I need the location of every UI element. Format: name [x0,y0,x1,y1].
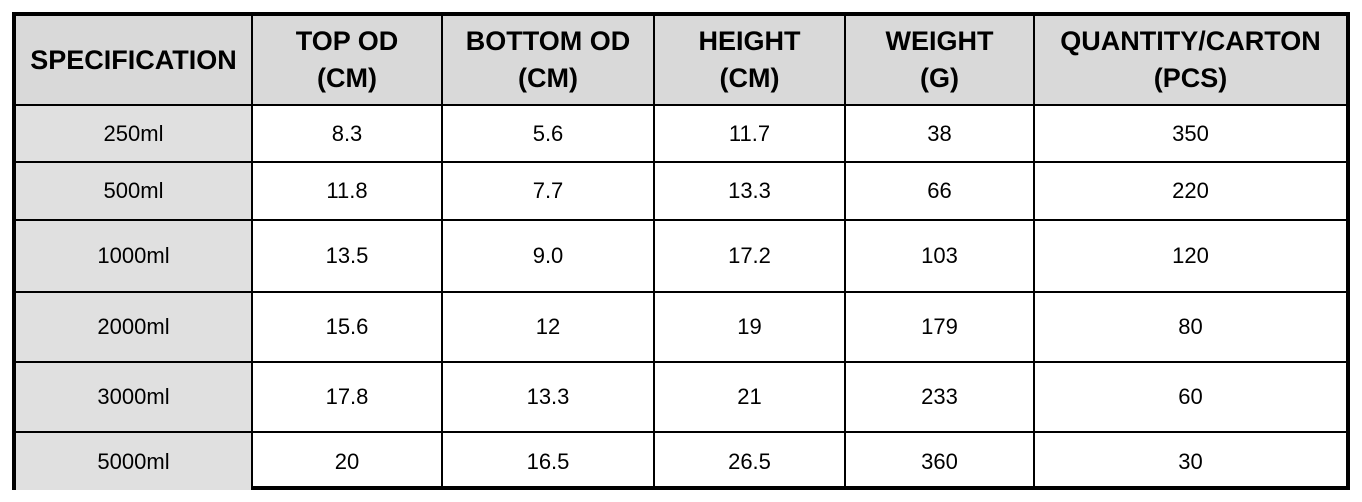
cell-text: 26.5 [728,448,771,474]
value-cell: 13.3 [653,161,846,221]
cell-text: 12 [535,314,561,339]
cell-text: 3000ml [97,384,170,409]
spec-cell: 3000ml [16,361,253,433]
cell-text: 66 [927,178,952,203]
cell-text: 1000ml [97,243,170,268]
cell-text: 103 [921,243,958,268]
cell-text: 120 [1172,243,1209,268]
value-cell: 60 [1033,361,1346,433]
header-text: (CM) [518,63,578,93]
cell-text: 9.0 [532,243,564,268]
value-cell: 360 [844,431,1035,490]
value-cell: 13.5 [251,219,443,293]
header-text: (G) [920,63,959,93]
data-row: 250ml 8.3 5.6 11.7 38 350 [16,104,1346,163]
header-cell: WEIGHT (G) [844,16,1035,106]
header-cell: TOP OD (CM) [251,16,443,106]
value-cell: 80 [1033,291,1346,363]
header-cell: QUANTITY/CARTON (PCS) [1033,16,1346,106]
cell-text: 350 [1172,120,1209,146]
cell-text: 16.5 [526,448,570,474]
data-row: 5000ml 20 16.5 26.5 360 30 [16,431,1346,490]
header-text: BOTTOM OD [465,26,631,56]
value-cell: 11.7 [653,104,846,163]
spec-table: SPECIFICATION TOP OD (CM) BOTTOM OD (CM) HEIG… [16,16,1346,490]
cell-text: 15.6 [325,314,369,339]
header-text: SPECIFICATION [30,44,237,75]
header-text: (CM) [719,63,780,93]
header-cell: HEIGHT (CM) [653,16,846,106]
value-cell: 220 [1033,161,1346,221]
value-cell: 12 [441,291,655,363]
header-row: SPECIFICATION TOP OD (CM) BOTTOM OD (CM) HEIG… [16,16,1346,106]
spec-cell: 2000ml [16,291,253,363]
cell-text: 38 [927,120,952,146]
value-cell: 66 [844,161,1035,221]
spec-cell: 5000ml [16,431,253,490]
value-cell: 11.8 [251,161,443,221]
table-frame: SPECIFICATION TOP OD (CM) BOTTOM OD (CM) HEIG… [12,12,1350,490]
value-cell: 233 [844,361,1035,433]
value-cell: 17.8 [251,361,443,433]
cell-text: 250ml [103,120,164,146]
cell-text: 500ml [103,178,164,203]
cell-text: 13.3 [728,178,771,203]
cell-text: 20 [334,448,360,474]
data-row: 2000ml 15.6 12 19 179 80 [16,291,1346,363]
cell-text: 21 [737,384,762,409]
value-cell: 350 [1033,104,1346,163]
cell-text: 17.8 [325,384,369,409]
value-cell: 179 [844,291,1035,363]
header-cell: SPECIFICATION [16,16,253,106]
value-cell: 20 [251,431,443,490]
cell-text: 17.2 [728,243,771,268]
cell-text: 233 [921,384,958,409]
cell-text: 13.3 [526,384,570,409]
cell-text: 11.7 [728,120,771,146]
header-text: WEIGHT [885,26,994,56]
value-cell: 5.6 [441,104,655,163]
value-cell: 26.5 [653,431,846,490]
cell-text: 13.5 [325,243,369,268]
cell-text: 19 [737,314,762,339]
header-text: QUANTITY/CARTON [1060,26,1321,56]
value-cell: 19 [653,291,846,363]
cell-text: 8.3 [331,120,363,146]
cell-text: 360 [921,448,958,474]
header-text: (CM) [317,63,377,93]
value-cell: 9.0 [441,219,655,293]
header-text: HEIGHT [698,26,801,56]
value-cell: 13.3 [441,361,655,433]
cell-text: 30 [1178,448,1203,474]
cell-text: 5000ml [97,448,170,474]
data-row: 3000ml 17.8 13.3 21 233 60 [16,361,1346,433]
cell-text: 220 [1172,178,1209,203]
header-cell: BOTTOM OD (CM) [441,16,655,106]
data-row: 500ml 11.8 7.7 13.3 66 220 [16,161,1346,221]
value-cell: 16.5 [441,431,655,490]
value-cell: 30 [1033,431,1346,490]
spec-cell: 1000ml [16,219,253,293]
cell-text: 7.7 [532,178,564,203]
header-text: (PCS) [1153,63,1228,93]
value-cell: 15.6 [251,291,443,363]
cell-text: 11.8 [326,178,368,203]
value-cell: 7.7 [441,161,655,221]
spec-cell: 250ml [16,104,253,163]
header-text: TOP OD [295,26,399,56]
value-cell: 21 [653,361,846,433]
value-cell: 38 [844,104,1035,163]
spec-cell: 500ml [16,161,253,221]
value-cell: 120 [1033,219,1346,293]
cell-text: 60 [1178,384,1203,409]
value-cell: 103 [844,219,1035,293]
data-row: 1000ml 13.5 9.0 17.2 103 120 [16,219,1346,293]
cell-text: 80 [1178,314,1203,339]
value-cell: 8.3 [251,104,443,163]
cell-text: 2000ml [97,314,170,339]
value-cell: 17.2 [653,219,846,293]
cell-text: 179 [921,314,958,339]
cell-text: 5.6 [532,120,564,146]
